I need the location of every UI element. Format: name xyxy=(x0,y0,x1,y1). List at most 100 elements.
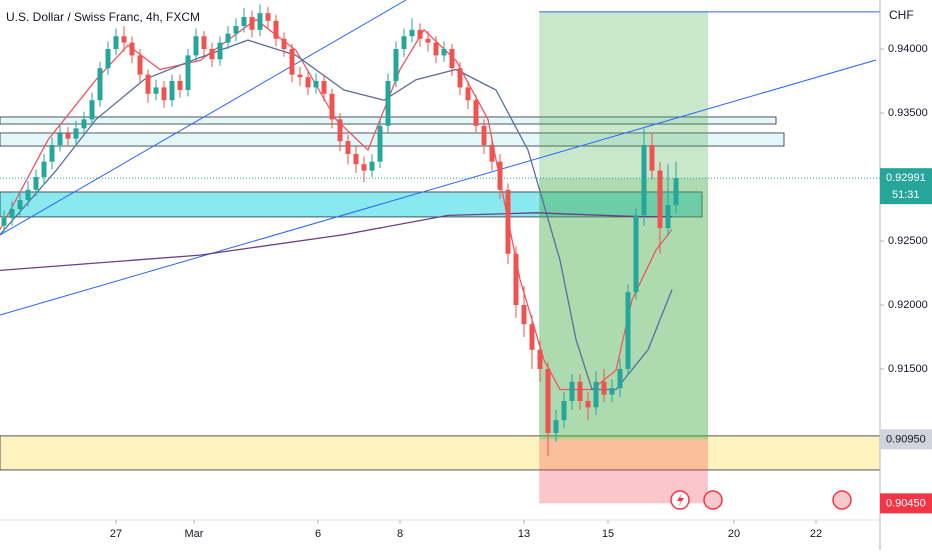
candle-body xyxy=(417,29,423,39)
trend-line xyxy=(0,0,407,236)
candle-body xyxy=(313,81,319,88)
candle-body xyxy=(177,81,183,90)
currency-label: CHF xyxy=(889,8,914,22)
candle-body xyxy=(473,100,479,126)
candle-body xyxy=(81,119,87,129)
y-tick-label: 0.93500 xyxy=(888,107,928,119)
candle-body xyxy=(289,49,295,75)
y-tick-label: 0.92000 xyxy=(888,299,928,311)
x-tick-label: 6 xyxy=(315,528,321,540)
candle-body xyxy=(609,388,615,395)
x-tick-label: 15 xyxy=(602,528,614,540)
y-tick-label: 0.91500 xyxy=(888,363,928,375)
candle-body xyxy=(193,36,199,56)
candle-body xyxy=(105,49,111,69)
price-tag-label: 0.90950 xyxy=(886,433,926,445)
candle-body xyxy=(73,128,79,139)
candle-body xyxy=(401,36,407,50)
candle-body xyxy=(337,119,343,142)
candle-body xyxy=(385,81,391,126)
moving-average xyxy=(0,18,673,391)
price-tag xyxy=(880,168,932,205)
us-event-icon[interactable] xyxy=(832,490,852,510)
candle-body xyxy=(625,292,631,369)
candle-body xyxy=(25,189,31,201)
x-tick-label: 8 xyxy=(397,528,403,540)
candle-body xyxy=(441,49,447,56)
candle-body xyxy=(577,381,583,401)
candle-body xyxy=(41,161,47,178)
candle-body xyxy=(393,49,399,82)
background-layer xyxy=(0,11,881,504)
candle-body xyxy=(673,178,679,206)
profit-progress xyxy=(539,178,708,440)
candle-body xyxy=(561,400,567,421)
flash-glyph xyxy=(677,493,684,507)
candle-body xyxy=(345,141,351,154)
candle-body xyxy=(49,145,55,162)
candle-body xyxy=(209,49,215,60)
candle-body xyxy=(153,87,159,94)
candle-body xyxy=(617,368,623,389)
candle-body xyxy=(305,77,311,88)
candle-body xyxy=(361,164,367,171)
candle-body xyxy=(273,20,279,39)
candle-body xyxy=(665,205,671,229)
candle-body xyxy=(169,81,175,101)
candle-body xyxy=(433,42,439,56)
candle-body xyxy=(585,400,591,408)
x-tick-label: 13 xyxy=(518,528,530,540)
candle-body xyxy=(649,145,655,171)
candle-body xyxy=(17,200,23,209)
axis-layer: 0.94000 0.93500 0.92500 0.92000 0.91500 27 Mar… xyxy=(110,43,932,540)
candle-body xyxy=(329,93,335,120)
candle-body xyxy=(89,100,95,120)
candle-body xyxy=(33,177,39,190)
candle-body xyxy=(241,17,247,26)
candle-body xyxy=(553,420,559,433)
x-tick-label: 27 xyxy=(110,528,122,540)
candle-body xyxy=(233,25,239,34)
candle-body xyxy=(449,49,455,69)
candle-body xyxy=(185,55,191,90)
price-tag-label: 0.90450 xyxy=(886,497,926,509)
candle-body xyxy=(201,36,207,50)
zone xyxy=(0,435,881,471)
countdown-label: 51:31 xyxy=(892,189,920,201)
x-tick-label: 22 xyxy=(810,528,822,540)
candle-body xyxy=(121,36,127,43)
candle-body xyxy=(113,36,119,50)
candle-body xyxy=(1,217,7,226)
candle-body xyxy=(489,145,495,162)
candle-body xyxy=(465,87,471,101)
candle-body xyxy=(641,145,647,216)
candle-body xyxy=(257,13,263,30)
candle-body xyxy=(249,17,255,30)
candle-body xyxy=(129,42,135,56)
candle-body xyxy=(657,170,663,229)
candle-body xyxy=(281,38,287,50)
candle-body xyxy=(297,74,303,78)
candle-body xyxy=(545,368,551,433)
moving-average xyxy=(0,212,672,272)
price-tag-label: 0.92991 xyxy=(886,172,926,184)
price-tag xyxy=(880,493,932,514)
candle-body xyxy=(9,208,15,218)
moving-average xyxy=(0,39,673,391)
y-tick-label: 0.94000 xyxy=(888,43,928,55)
candle-body xyxy=(217,42,223,60)
candle-body xyxy=(137,55,143,75)
candle-body xyxy=(593,381,599,408)
candle-body xyxy=(265,13,271,21)
candle-body xyxy=(481,125,487,146)
x-tick-label: Mar xyxy=(185,528,204,540)
us-event-icon[interactable] xyxy=(703,490,723,510)
candle-body xyxy=(57,133,63,146)
candle-body xyxy=(521,304,527,325)
candle-body xyxy=(513,253,519,305)
candle-body xyxy=(321,81,327,94)
candle-body xyxy=(225,33,231,43)
zone xyxy=(0,132,785,147)
